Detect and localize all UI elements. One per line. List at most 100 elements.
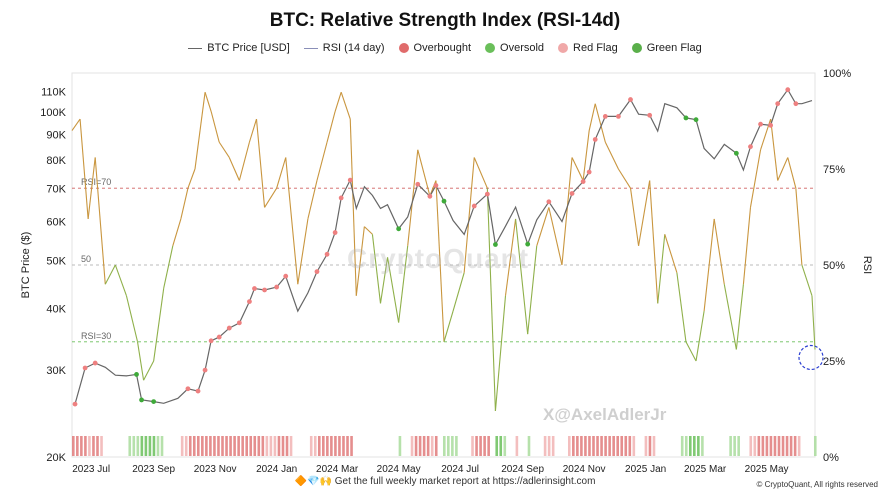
legend-item[interactable]: RSI (14 day) xyxy=(303,42,385,54)
flag-bar xyxy=(261,436,265,456)
rsi-line-segment xyxy=(79,119,89,219)
flag-bar xyxy=(253,436,257,456)
flag-bar xyxy=(309,436,313,456)
rsi-line-segment xyxy=(307,180,318,220)
legend-item[interactable]: Overbought xyxy=(398,42,471,54)
flag-bar xyxy=(584,436,587,456)
flag-bar xyxy=(430,436,434,456)
rsi-line-segment xyxy=(285,157,299,285)
flag-bar xyxy=(757,436,761,456)
cryptoquant-watermark: CryptoQuant xyxy=(347,243,530,274)
rsi-line-segment xyxy=(629,188,640,246)
price-signal-marker xyxy=(324,251,330,257)
flag-bar xyxy=(697,436,700,456)
price-signal-marker xyxy=(332,230,338,235)
flag-bar xyxy=(342,436,345,456)
legend-label: Oversold xyxy=(500,42,545,54)
rsi-line-segment xyxy=(264,187,278,208)
x-tick-label: 2023 Sep xyxy=(132,464,175,475)
rsi-line-segment xyxy=(735,284,744,350)
flag-bar xyxy=(451,436,454,456)
rsi-line-segment xyxy=(407,149,419,246)
price-signal-marker xyxy=(569,191,575,196)
flag-bar xyxy=(769,436,773,456)
legend-item[interactable]: Red Flag xyxy=(558,42,618,54)
price-signal-marker xyxy=(427,193,433,199)
price-signal-marker xyxy=(768,122,774,128)
flag-bar xyxy=(188,436,192,456)
price-signal-marker xyxy=(683,115,689,121)
flag-bar xyxy=(221,436,224,456)
rsi-line-segment xyxy=(371,234,382,304)
flag-bar xyxy=(495,436,499,456)
rsi-line-segment xyxy=(172,218,182,246)
legend-item[interactable]: BTC Price [USD] xyxy=(188,42,290,54)
left-tick-label: 70K xyxy=(46,184,66,196)
left-tick-label: 50K xyxy=(46,256,66,268)
rsi-line-segment xyxy=(742,207,752,285)
flag-bar xyxy=(612,436,615,456)
flag-bar xyxy=(447,436,450,456)
flag-bar xyxy=(414,436,418,456)
price-signal-marker xyxy=(236,320,242,326)
rsi-line-segment xyxy=(695,310,705,362)
legend-label: Green Flag xyxy=(646,42,702,54)
rsi-line-segment xyxy=(787,157,797,189)
rsi-line-segment xyxy=(326,111,336,143)
rsi-line-segment xyxy=(527,245,538,335)
flag-bar xyxy=(209,436,212,456)
flag-bar xyxy=(499,436,503,456)
price-signal-marker xyxy=(647,112,653,118)
flag-bar xyxy=(483,436,486,456)
chart-title: BTC: Relative Strength Index (RSI-14d) xyxy=(269,10,621,31)
rsi-line-segment xyxy=(297,218,309,285)
legend-label: Red Flag xyxy=(573,42,618,54)
flag-bar xyxy=(237,436,240,456)
legend-item[interactable]: Oversold xyxy=(485,42,544,54)
legend-item[interactable]: Green Flag xyxy=(631,42,702,54)
rsi-line-segment xyxy=(494,295,507,411)
right-tick-label: 50% xyxy=(823,260,845,272)
flag-bar xyxy=(148,436,152,456)
rsi-line-segment xyxy=(664,234,678,273)
flag-bar xyxy=(684,436,688,456)
rsi-line-segment xyxy=(187,168,196,189)
flag-bar xyxy=(592,436,595,456)
flag-bar xyxy=(701,436,704,456)
flag-bar xyxy=(765,436,769,456)
footer-text[interactable]: Get the full weekly market report at htt… xyxy=(334,476,596,487)
right-tick-label: 100% xyxy=(823,68,851,80)
rsi-line-segment xyxy=(340,92,351,120)
flag-bar xyxy=(350,436,353,456)
rsi-line-segment xyxy=(153,287,165,362)
price-signal-marker xyxy=(586,169,592,175)
rsi-line-segment xyxy=(649,180,659,304)
flag-bar xyxy=(317,436,321,456)
rsi-line-segment xyxy=(473,157,488,189)
flag-bar xyxy=(527,436,531,456)
flag-bar xyxy=(475,436,478,456)
flag-bar xyxy=(773,436,777,456)
rsi-line-segment xyxy=(71,118,81,131)
flag-bar xyxy=(346,436,349,456)
price-signal-marker xyxy=(139,397,144,403)
legend-swatch xyxy=(485,43,496,53)
price-signal-marker xyxy=(616,114,621,119)
x-tick-label: 2024 Jan xyxy=(256,464,297,475)
left-tick-label: 60K xyxy=(46,217,66,229)
price-signal-marker xyxy=(72,401,78,407)
rsi-line-segment xyxy=(657,234,666,304)
rsi-line-segment xyxy=(435,180,445,342)
price-signal-marker xyxy=(134,372,139,377)
reference-line-label: 50 xyxy=(81,254,91,264)
rsi-line-segment xyxy=(204,92,212,112)
rsi-line-segment xyxy=(398,245,409,323)
flag-bar xyxy=(322,436,325,456)
rsi-line-segment xyxy=(238,141,250,181)
flag-bar xyxy=(620,436,624,456)
price-signal-marker xyxy=(433,183,439,188)
rsi-line-segment xyxy=(218,141,230,158)
flag-bar xyxy=(455,436,458,456)
flag-bar xyxy=(572,436,575,456)
x-tick-label: 2023 Nov xyxy=(194,464,237,475)
